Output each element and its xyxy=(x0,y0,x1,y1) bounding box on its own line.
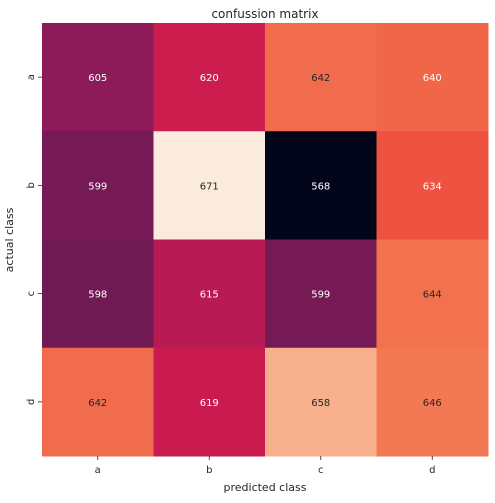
cell-c-d xyxy=(376,239,489,349)
cell-value-d-b: 619 xyxy=(200,398,219,409)
x-axis-ticks: a b c d xyxy=(95,456,435,476)
cell-value-c-b: 615 xyxy=(200,290,219,301)
cell-d-c xyxy=(265,347,377,457)
x-tick-label-b: b xyxy=(206,465,212,476)
cell-value-labels: 605 620 642 640 599 671 568 634 598 615 599 644 642 6… xyxy=(88,73,442,409)
y-axis-ticks: a b c d xyxy=(26,74,42,405)
cell-d-b xyxy=(153,347,266,457)
cell-b-c xyxy=(265,131,377,240)
cell-b-b xyxy=(153,131,266,240)
x-tick-label-d: d xyxy=(429,465,435,476)
x-axis-label: predicted class xyxy=(224,481,307,494)
cell-a-d xyxy=(376,23,489,132)
y-tick-label-c: c xyxy=(26,291,37,297)
y-tick-label-a: a xyxy=(26,74,37,80)
cell-a-b xyxy=(153,23,266,132)
cell-a-c xyxy=(265,23,377,132)
x-tick-label-c: c xyxy=(318,465,324,476)
cell-b-a xyxy=(42,131,154,240)
cell-value-c-a: 598 xyxy=(88,290,107,301)
cell-value-d-a: 642 xyxy=(88,398,107,409)
y-tick-label-b: b xyxy=(26,182,37,188)
cell-value-b-d: 634 xyxy=(423,181,442,192)
cell-value-a-c: 642 xyxy=(311,73,330,84)
y-axis-label: actual class xyxy=(3,207,16,272)
cell-c-c xyxy=(265,239,377,349)
y-tick-label-d: d xyxy=(26,399,37,405)
cell-c-a xyxy=(42,239,154,349)
x-tick-label-a: a xyxy=(95,465,101,476)
cell-value-b-c: 568 xyxy=(311,181,330,192)
chart-title: confussion matrix xyxy=(211,7,318,21)
cell-d-d xyxy=(376,347,489,457)
cell-d-a xyxy=(42,347,154,457)
cell-value-a-d: 640 xyxy=(423,73,442,84)
cell-value-b-b: 671 xyxy=(200,181,219,192)
cell-value-d-c: 658 xyxy=(311,398,330,409)
cell-value-a-a: 605 xyxy=(88,73,107,84)
cell-value-c-c: 599 xyxy=(311,290,330,301)
cell-value-b-a: 599 xyxy=(88,181,107,192)
cell-value-a-b: 620 xyxy=(200,73,219,84)
cell-b-d xyxy=(376,131,489,240)
cell-c-b xyxy=(153,239,266,349)
cell-value-c-d: 644 xyxy=(423,290,442,301)
heatmap-cells xyxy=(42,23,489,457)
cell-value-d-d: 646 xyxy=(423,398,442,409)
cell-a-a xyxy=(42,23,154,132)
